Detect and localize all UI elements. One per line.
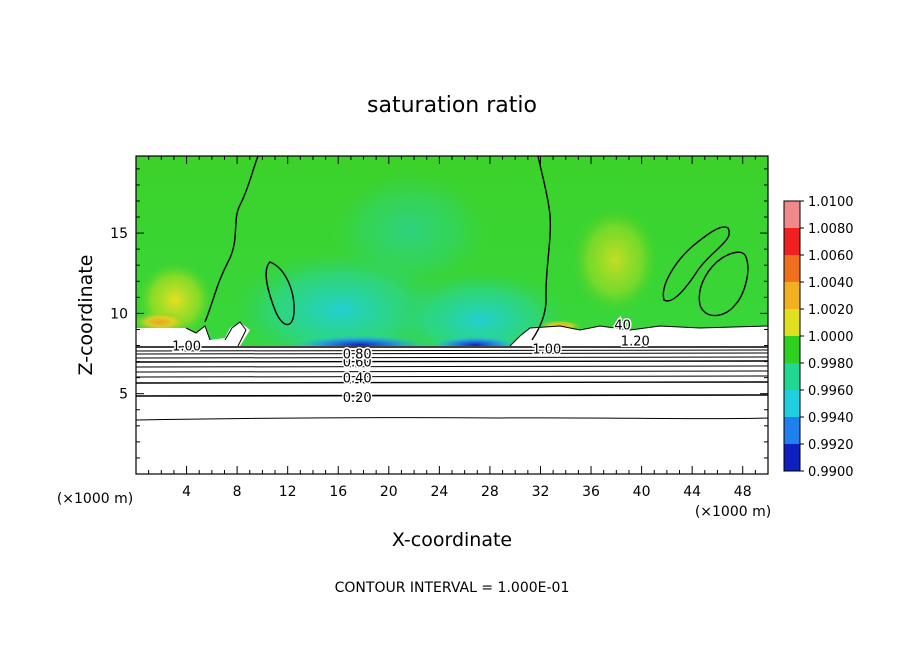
field-white-patch [136, 322, 250, 346]
colorbar-label: 1.0020 [808, 303, 854, 318]
field-yellow-region [570, 205, 660, 315]
colorbar-label: 1.0080 [808, 222, 854, 237]
x-axis: 4 8 12 16 20 24 28 32 36 40 44 48 [148, 156, 756, 500]
x-tick-label: 8 [233, 484, 242, 500]
x-tick-label: 40 [633, 484, 651, 500]
chart-title: saturation ratio [367, 93, 537, 118]
x-tick-label: 24 [430, 484, 448, 500]
contour-label: 1.20 [621, 335, 650, 350]
contour-line [136, 375, 768, 378]
colorbar-segment [784, 444, 800, 472]
y-tick-label: 10 [110, 306, 128, 322]
y-tick-label: 5 [119, 387, 128, 403]
x-tick-label: 28 [481, 484, 499, 500]
contour-line [662, 226, 730, 302]
colorbar-label: 0.9980 [808, 357, 854, 372]
colorbar-segment [784, 363, 800, 391]
colorbar-label: 1.0040 [808, 276, 854, 291]
contour-lines-lower [136, 321, 768, 421]
colorbar-segment [784, 336, 800, 364]
x-tick-label: 12 [279, 484, 297, 500]
contour-labels: 0.20 0.400.600.80 1.00 1.20 1.00 40 [171, 317, 652, 407]
contour-label: 1.00 [532, 343, 561, 358]
colorbar-segment [784, 228, 800, 256]
colorbar-label: 0.9960 [808, 384, 854, 399]
contour-label: 40 [614, 319, 631, 334]
contour-line [136, 360, 768, 363]
contour-line [509, 325, 768, 347]
x-tick-label: 44 [683, 484, 701, 500]
field-white-patch [510, 326, 768, 346]
x-tick-label: 4 [182, 484, 191, 500]
colorbar: 1.0100 1.0080 1.0060 1.0040 1.0020 1.0000 0.99… [783, 195, 854, 480]
x-tick-label: 32 [532, 484, 550, 500]
colorbar-segment [784, 255, 800, 283]
x-tick-label: 36 [582, 484, 600, 500]
x-axis-label: X-coordinate [392, 529, 512, 551]
contour-label: 0.80 [343, 348, 372, 363]
field-lower-region [136, 346, 768, 474]
field-cyan-region [330, 170, 490, 290]
contour-line [136, 417, 768, 421]
x-axis-units-left: (×1000 m) [57, 491, 133, 507]
contour-label: 1.00 [172, 340, 201, 355]
colorbar-segment [784, 282, 800, 310]
contour-line [136, 356, 768, 359]
colorbar-label: 0.9900 [808, 465, 854, 480]
contour-line [204, 156, 259, 323]
contour-line [698, 251, 749, 317]
colorbar-label: 1.0060 [808, 249, 854, 264]
contour-interval-note: CONTOUR INTERVAL = 1.000E-01 [335, 580, 570, 596]
contour-line [224, 321, 247, 347]
contour-line [136, 365, 768, 368]
colorbar-label: 0.9920 [808, 438, 854, 453]
y-axis-label: Z-coordinate [75, 255, 97, 376]
contour-line [136, 394, 768, 397]
plot-area: 0.20 0.400.600.80 1.00 1.20 1.00 40 [136, 156, 768, 474]
contour-line [136, 370, 768, 373]
colorbar-segment [784, 201, 800, 229]
colorbar-label: 1.0100 [808, 195, 854, 210]
contour-label: 0.40 [343, 372, 372, 387]
contour-line [136, 349, 768, 352]
y-axis: 5 10 15 [110, 168, 768, 459]
contour-line [136, 381, 768, 384]
contour-line [185, 325, 211, 341]
contour-label: 0.20 [343, 391, 372, 406]
contour-label: 0.60 [343, 356, 372, 371]
x-tick-label: 16 [329, 484, 347, 500]
x-tick-label: 48 [734, 484, 752, 500]
y-tick-label: 15 [110, 226, 128, 242]
colorbar-segment [784, 309, 800, 337]
contour-line [265, 261, 295, 326]
colorbar-segment [784, 390, 800, 418]
contour-line [531, 156, 552, 341]
x-tick-label: 20 [380, 484, 398, 500]
x-axis-units-right: (×1000 m) [695, 504, 771, 520]
contour-lines-upper [204, 156, 749, 341]
colorbar-label: 1.0000 [808, 330, 854, 345]
colorbar-segment [784, 417, 800, 445]
field-orange-region [136, 312, 188, 332]
colorbar-label: 0.9940 [808, 411, 854, 426]
contour-line [136, 352, 768, 355]
